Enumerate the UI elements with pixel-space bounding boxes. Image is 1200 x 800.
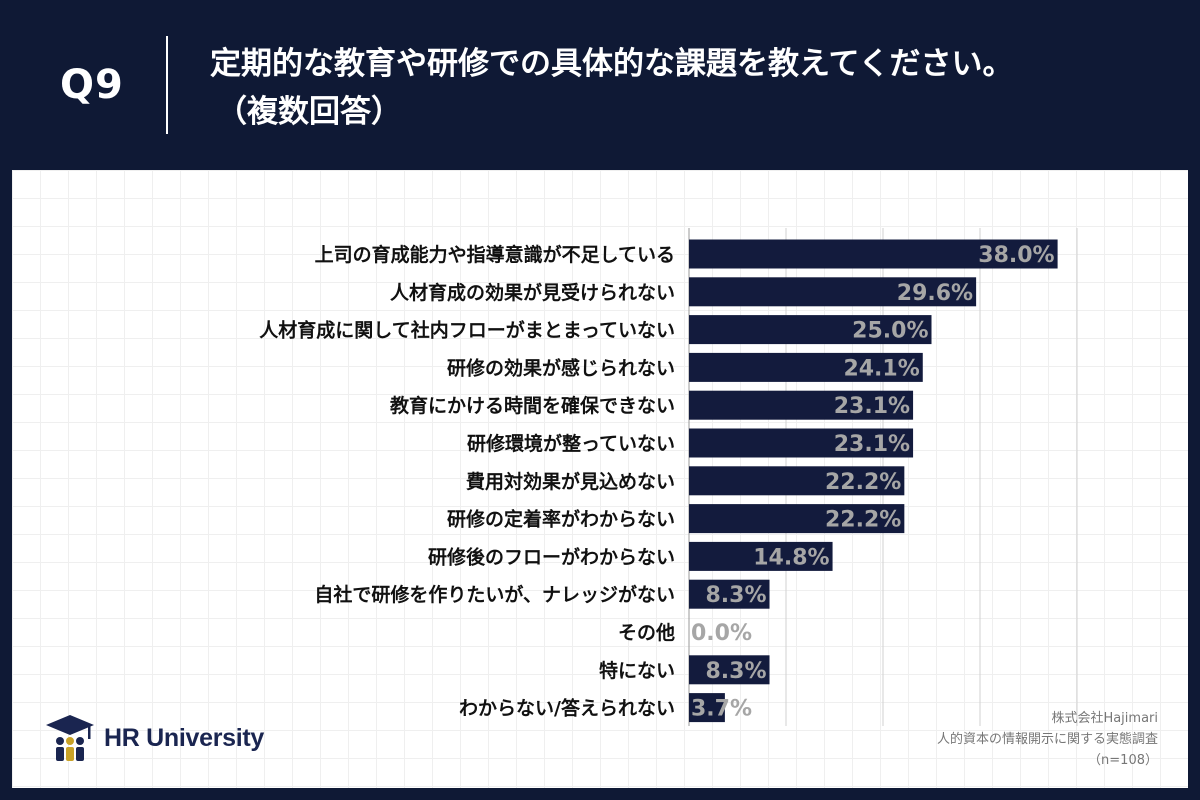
header: Q9 定期的な教育や研修での具体的な課題を教えてください。 （複数回答） (0, 0, 1200, 168)
value-label: 24.1% (843, 356, 919, 381)
value-label: 23.1% (834, 432, 910, 457)
category-label: 自社で研修を作りたいが、ナレッジがない (314, 583, 675, 606)
value-label: 14.8% (753, 545, 829, 570)
question-title: 定期的な教育や研修での具体的な課題を教えてください。 （複数回答） (210, 40, 1170, 136)
graduation-cap-people-icon (46, 715, 94, 761)
bar (689, 504, 905, 534)
value-label: 8.3% (705, 583, 766, 608)
bar (689, 579, 770, 609)
category-labels: 上司の育成能力や指導意識が不足している人材育成の効果が見受けられない人材育成に関… (259, 243, 675, 720)
chart-panel: 上司の育成能力や指導意識が不足している人材育成の効果が見受けられない人材育成に関… (12, 170, 1188, 788)
category-label: 研修後のフローがわからない (428, 545, 675, 568)
bar (689, 352, 923, 382)
question-number: Q9 (60, 62, 124, 108)
bar (689, 693, 725, 723)
value-label: 3.7% (691, 697, 752, 722)
category-label: その他 (618, 621, 675, 644)
header-divider (166, 36, 168, 134)
category-label: 上司の育成能力や指導意識が不足している (315, 243, 675, 266)
value-label: 22.2% (825, 470, 901, 495)
source-sample: （n=108） (1088, 753, 1158, 768)
value-label: 23.1% (834, 394, 910, 419)
bar (689, 390, 914, 420)
category-label: 研修の効果が感じられない (447, 356, 675, 379)
bars (689, 239, 1058, 723)
bar (689, 277, 977, 307)
bar (689, 541, 833, 571)
source-note: 株式会社Hajimari 人的資本の情報開示に関する実態調査 （n=108） (937, 708, 1158, 771)
question-title-line1: 定期的な教育や研修での具体的な課題を教えてください。 (210, 46, 1014, 82)
value-label: 0.0% (691, 621, 752, 646)
bar (689, 428, 914, 458)
logo-text: HR University (104, 723, 265, 752)
source-survey: 人的資本の情報開示に関する実態調査 (936, 732, 1158, 747)
value-labels: 38.0%29.6% 25.0% 24.1% 23.1% 23.1% 22.2% 22.2%… (691, 243, 1055, 722)
value-label: 29.6% (897, 281, 973, 306)
value-label: 25.0% (852, 319, 928, 344)
bar (689, 466, 905, 496)
value-label: 8.3% (705, 659, 766, 684)
bar (689, 655, 770, 685)
bar (689, 239, 1058, 269)
category-label: 特にない (599, 660, 675, 682)
question-title-line2: （複数回答） (216, 94, 402, 130)
category-label: 人材育成に関して社内フローがまとまっていない (259, 319, 675, 342)
value-label: 38.0% (978, 243, 1054, 268)
bar-chart: 上司の育成能力や指導意識が不足している人材育成の効果が見受けられない人材育成に関… (259, 228, 1078, 726)
category-label: わからない/答えられない (459, 697, 675, 720)
category-label: 研修環境が整っていない (467, 432, 675, 455)
source-company: 株式会社Hajimari (1051, 711, 1158, 726)
category-label: 研修の定着率がわからない (447, 508, 675, 531)
category-label: 教育にかける時間を確保できない (390, 394, 675, 417)
value-label: 22.2% (825, 508, 901, 533)
hr-university-logo: HR University (44, 712, 264, 764)
category-label: 人材育成の効果が見受けられない (390, 281, 675, 304)
bar (689, 315, 932, 345)
category-label: 費用対効果が見込めない (466, 470, 675, 493)
